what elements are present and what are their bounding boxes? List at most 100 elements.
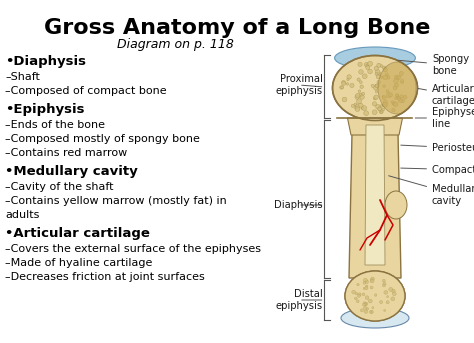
- Circle shape: [383, 279, 385, 282]
- Circle shape: [370, 279, 374, 283]
- Text: Compact bone: Compact bone: [401, 165, 474, 175]
- Circle shape: [383, 284, 385, 287]
- Circle shape: [383, 102, 387, 107]
- Circle shape: [365, 302, 368, 306]
- Text: Diagram on p. 118: Diagram on p. 118: [117, 38, 233, 51]
- Circle shape: [379, 110, 383, 114]
- Text: Distal
epiphysis: Distal epiphysis: [275, 289, 322, 311]
- Circle shape: [366, 66, 370, 70]
- Circle shape: [386, 90, 389, 93]
- Circle shape: [360, 309, 364, 312]
- Text: Diaphysis: Diaphysis: [274, 200, 322, 210]
- Circle shape: [375, 70, 380, 74]
- Circle shape: [342, 81, 346, 85]
- Circle shape: [363, 287, 365, 289]
- Circle shape: [341, 86, 344, 89]
- Circle shape: [364, 278, 367, 282]
- Circle shape: [393, 102, 398, 107]
- Circle shape: [383, 66, 386, 70]
- Circle shape: [355, 297, 357, 300]
- Circle shape: [374, 95, 378, 99]
- Circle shape: [358, 103, 363, 108]
- Text: •Articular cartilage: •Articular cartilage: [5, 227, 150, 240]
- Circle shape: [356, 105, 359, 108]
- Circle shape: [364, 310, 368, 314]
- Circle shape: [365, 286, 368, 290]
- Text: –Ends of the bone: –Ends of the bone: [5, 120, 105, 130]
- Circle shape: [387, 296, 389, 298]
- Circle shape: [396, 94, 398, 97]
- Circle shape: [389, 93, 392, 97]
- Circle shape: [375, 84, 378, 87]
- Circle shape: [378, 107, 381, 111]
- Circle shape: [356, 93, 360, 98]
- Circle shape: [385, 73, 388, 76]
- Circle shape: [376, 104, 380, 109]
- Circle shape: [400, 95, 403, 98]
- Circle shape: [395, 83, 399, 87]
- Circle shape: [368, 61, 373, 66]
- Circle shape: [360, 95, 365, 99]
- Circle shape: [370, 279, 373, 282]
- Circle shape: [357, 283, 359, 286]
- Polygon shape: [365, 125, 385, 265]
- Text: •Epiphysis: •Epiphysis: [5, 103, 84, 116]
- Circle shape: [375, 72, 378, 75]
- Circle shape: [364, 306, 367, 310]
- Circle shape: [389, 287, 393, 291]
- Circle shape: [396, 94, 399, 97]
- Text: adults: adults: [5, 210, 39, 220]
- Circle shape: [362, 293, 365, 296]
- Circle shape: [375, 91, 378, 93]
- Circle shape: [386, 301, 389, 304]
- Circle shape: [392, 102, 396, 106]
- Circle shape: [380, 65, 383, 67]
- Circle shape: [340, 86, 343, 89]
- Circle shape: [356, 99, 362, 104]
- Text: •Medullary cavity: •Medullary cavity: [5, 165, 138, 178]
- Circle shape: [368, 299, 372, 303]
- Circle shape: [377, 72, 381, 76]
- Circle shape: [392, 103, 395, 105]
- Circle shape: [362, 106, 366, 110]
- Circle shape: [365, 285, 368, 287]
- Circle shape: [358, 90, 361, 93]
- Circle shape: [375, 84, 379, 88]
- Circle shape: [383, 100, 387, 105]
- Text: Periosteum: Periosteum: [401, 143, 474, 153]
- Circle shape: [378, 107, 382, 111]
- Circle shape: [355, 95, 359, 99]
- Circle shape: [397, 97, 401, 100]
- Circle shape: [357, 78, 360, 81]
- Circle shape: [346, 83, 349, 85]
- Circle shape: [394, 75, 399, 79]
- Circle shape: [368, 69, 373, 74]
- Circle shape: [372, 307, 374, 309]
- Circle shape: [382, 108, 384, 111]
- Circle shape: [382, 95, 385, 98]
- Text: –Contains red marrow: –Contains red marrow: [5, 148, 127, 158]
- Circle shape: [377, 81, 381, 84]
- Circle shape: [387, 76, 390, 79]
- Circle shape: [383, 96, 386, 99]
- Circle shape: [350, 83, 354, 87]
- Text: –Composed of compact bone: –Composed of compact bone: [5, 86, 167, 96]
- Ellipse shape: [345, 271, 405, 321]
- Circle shape: [392, 292, 396, 296]
- Circle shape: [357, 294, 361, 297]
- Circle shape: [380, 105, 383, 107]
- Circle shape: [393, 79, 398, 83]
- Circle shape: [358, 62, 362, 67]
- Text: Medullary
cavity: Medullary cavity: [389, 176, 474, 206]
- Text: –Cavity of the shaft: –Cavity of the shaft: [5, 182, 113, 192]
- Circle shape: [355, 106, 358, 109]
- Circle shape: [373, 97, 376, 100]
- Circle shape: [365, 62, 369, 67]
- Circle shape: [384, 291, 388, 294]
- Text: Spongy
bone: Spongy bone: [398, 54, 469, 76]
- Circle shape: [356, 300, 359, 303]
- Circle shape: [392, 289, 395, 293]
- Circle shape: [370, 310, 374, 314]
- Circle shape: [363, 303, 365, 306]
- Circle shape: [393, 86, 397, 90]
